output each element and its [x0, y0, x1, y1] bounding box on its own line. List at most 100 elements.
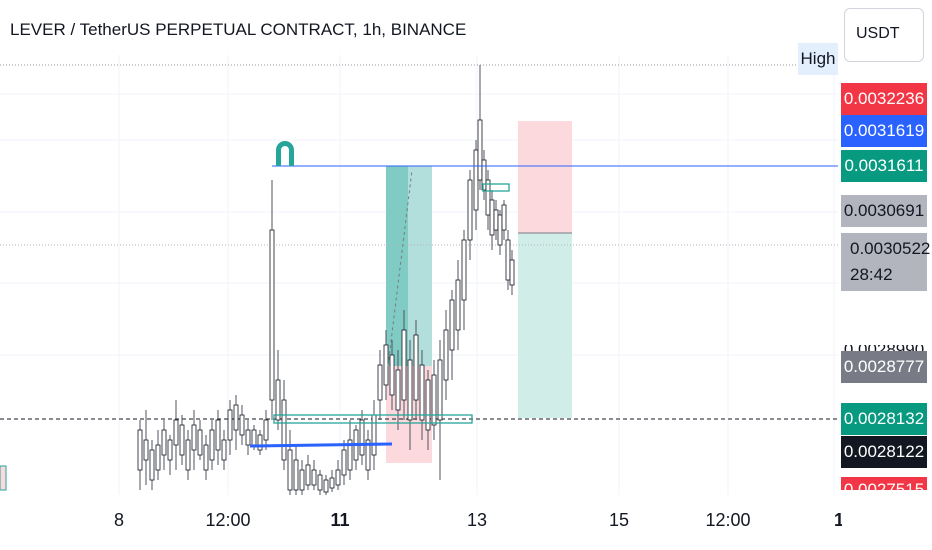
- time-axis-label: 18: [834, 510, 842, 530]
- time-axis-label: 12:00: [205, 510, 251, 530]
- left-zone-marker: [0, 465, 7, 491]
- candle-body: [443, 329, 449, 381]
- price-tag-value: 0.0028132: [843, 409, 925, 428]
- candle-body: [215, 419, 221, 451]
- candle-body: [365, 439, 371, 471]
- price-tag: 0.0031611: [841, 150, 927, 182]
- candle-body: [149, 449, 155, 481]
- candle-body: [449, 299, 455, 351]
- candle-body: [329, 477, 335, 489]
- candle-body: [251, 429, 257, 446]
- candle-body: [227, 409, 233, 441]
- candle-body: [473, 149, 479, 211]
- candle-body: [179, 424, 185, 456]
- candle-body: [509, 259, 515, 286]
- candle-body: [371, 414, 377, 456]
- candle-body: [425, 379, 431, 431]
- candle-body: [383, 344, 389, 386]
- price-tag: 0.0032236: [841, 83, 927, 115]
- magnet-icon: [276, 141, 294, 166]
- currency-button[interactable]: USDT: [844, 8, 924, 62]
- candle-body: [359, 419, 365, 456]
- long-position-profit-zone: [386, 166, 408, 366]
- small-order-block-box: [482, 183, 510, 192]
- candle-body: [311, 469, 317, 486]
- candle-body: [477, 119, 483, 181]
- candle-body: [293, 459, 299, 491]
- candle-body: [209, 429, 215, 461]
- projection-path: [387, 169, 413, 367]
- price-tag-value: 0.0032236: [843, 89, 925, 108]
- price-tag-value: 0.0027515: [843, 480, 925, 490]
- candle-body: [401, 329, 407, 401]
- candle-body: [197, 429, 203, 456]
- time-axis-label: 8: [113, 510, 125, 530]
- candle-body: [203, 444, 209, 471]
- price-tag-value: 0.0031619: [843, 121, 925, 140]
- candle-body: [269, 229, 275, 401]
- candle-body: [467, 179, 473, 241]
- price-tag-value: 0.0028122: [843, 442, 925, 461]
- candle-body: [481, 159, 487, 191]
- candle-body: [389, 354, 395, 396]
- price-tag: 0.0028777: [841, 351, 927, 383]
- order-block-box: [273, 414, 473, 424]
- price-tag: 0.0028132: [841, 403, 927, 435]
- price-tag: 0.0028122: [841, 436, 927, 468]
- price-tag-value: 0.0028990: [843, 345, 925, 355]
- candle-body: [413, 334, 419, 401]
- chart-overlay: [249, 141, 838, 448]
- candle-body: [377, 364, 383, 401]
- candle-body: [485, 179, 491, 216]
- candle-body: [173, 419, 179, 446]
- long-position-profit-zone-light: [408, 166, 432, 366]
- time-axis-label: 13: [466, 510, 488, 530]
- candle-body: [185, 439, 191, 471]
- candle-body: [395, 369, 401, 411]
- short-position-profit-zone: [518, 233, 572, 418]
- candle-body: [455, 279, 461, 331]
- price-tag: 0.0030522 28:42: [841, 233, 931, 291]
- candle-body: [407, 359, 413, 421]
- chart-title: LEVER / TetherUS PERPETUAL CONTRACT, 1h,…: [10, 20, 467, 39]
- candle-body: [275, 379, 281, 421]
- candle-body: [341, 449, 347, 476]
- price-tag: 0.0027515: [841, 477, 927, 490]
- price-tag-value: 0.0031611: [844, 156, 924, 175]
- high-label: High: [798, 43, 838, 75]
- position-zones: [0, 121, 572, 491]
- candle-body: [161, 429, 167, 456]
- time-axis-label: 15: [608, 510, 630, 530]
- candle-body: [493, 209, 499, 231]
- candle-body: [245, 429, 251, 446]
- price-tag-value: 0.0030522: [850, 239, 931, 258]
- support-thick-line: [249, 442, 393, 448]
- candle-body: [437, 359, 443, 421]
- short-position-stop-zone: [518, 121, 572, 233]
- candle-body: [431, 374, 437, 426]
- candle-body: [305, 464, 311, 486]
- candle-body: [239, 414, 245, 436]
- candle-body: [233, 404, 239, 431]
- candle-body: [497, 214, 503, 246]
- candle-body: [191, 424, 197, 451]
- candle-body: [461, 239, 467, 301]
- candle-body: [155, 444, 161, 471]
- candle-body: [335, 469, 341, 486]
- time-axis-label: 12:00: [705, 510, 751, 530]
- price-tag: 0.0030691: [841, 195, 927, 227]
- candle-body: [281, 399, 287, 461]
- candle-body: [347, 439, 353, 471]
- candle-body: [501, 204, 507, 231]
- candle-body: [167, 439, 173, 461]
- price-tag-value: 0.0030691: [843, 201, 925, 220]
- candle-body: [287, 449, 293, 491]
- price-tag-value: 0.0028777: [843, 357, 925, 376]
- candle-body: [505, 239, 511, 281]
- candle-body: [317, 474, 323, 491]
- chart-grid: [0, 55, 838, 495]
- candle-body: [257, 434, 263, 451]
- time-axis-label: 11: [330, 510, 350, 530]
- candle-body: [263, 419, 269, 441]
